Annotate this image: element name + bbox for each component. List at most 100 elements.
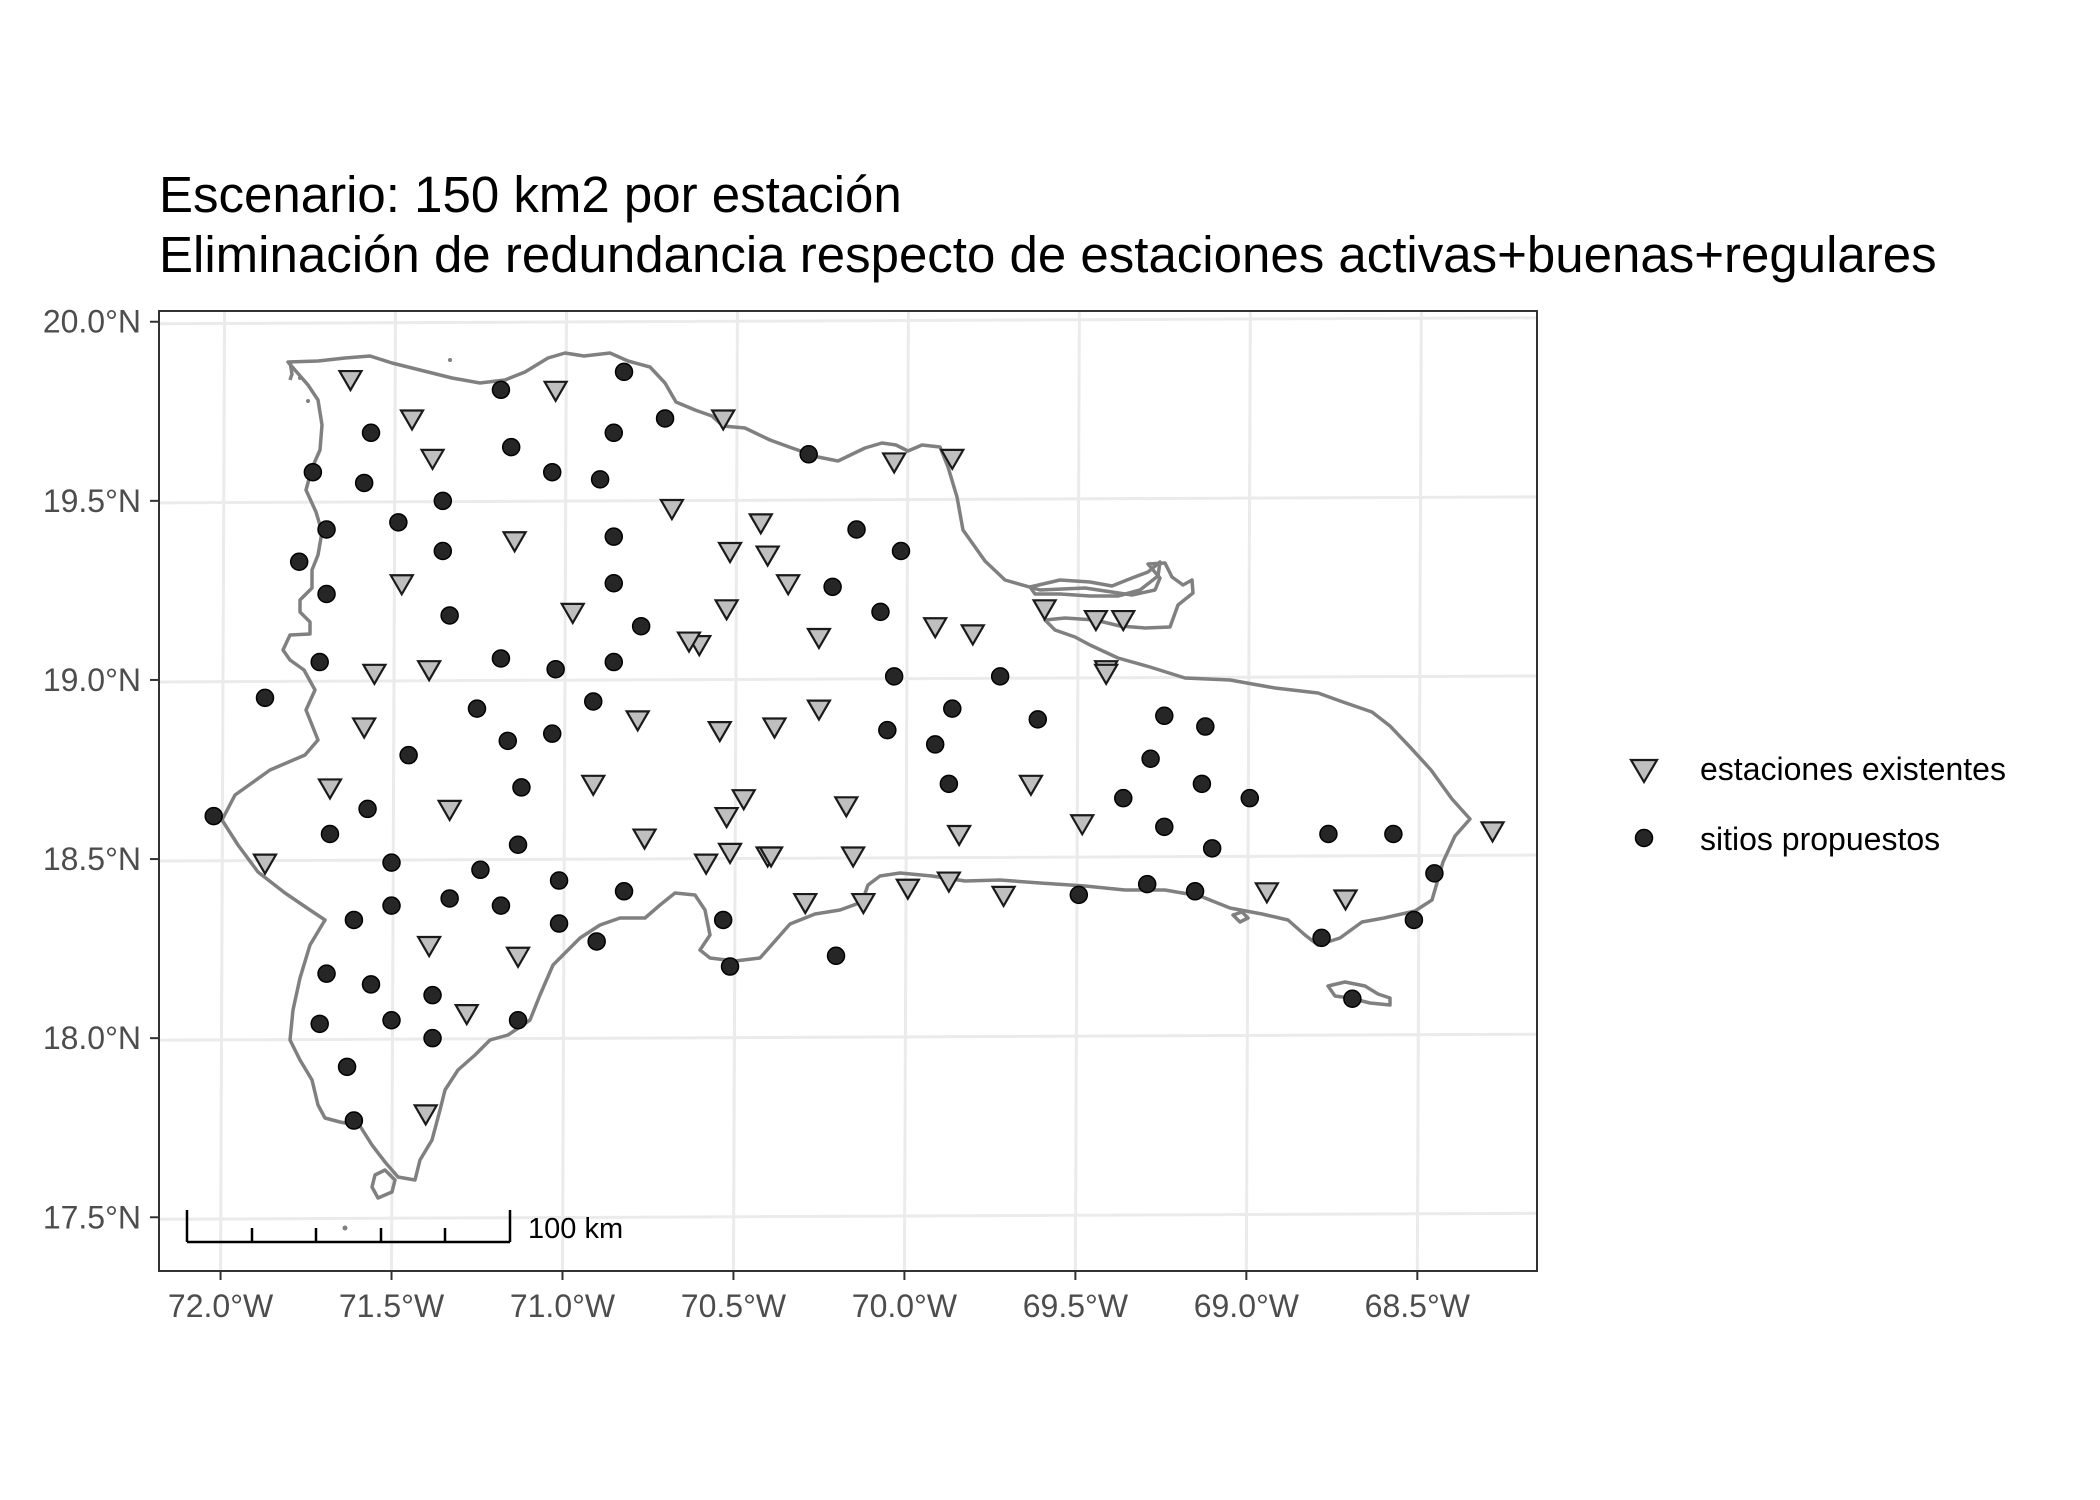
proposed-site-marker — [499, 732, 516, 749]
islet-marker — [306, 399, 310, 403]
scale-bar-label: 100 km — [528, 1213, 623, 1245]
x-tick-label: 68.5°W — [1365, 1288, 1471, 1324]
x-tick-label: 72.0°W — [168, 1288, 274, 1324]
monte-cristi-cays-coastline — [290, 362, 292, 380]
proposed-site-marker — [434, 543, 451, 560]
proposed-site-marker — [472, 861, 489, 878]
proposed-site-marker — [616, 883, 633, 900]
proposed-site-marker — [992, 668, 1009, 685]
proposed-site-marker — [318, 585, 335, 602]
proposed-site-marker — [291, 553, 308, 570]
plot-title-line-2: Eliminación de redundancia respecto de e… — [159, 226, 1937, 283]
proposed-site-marker — [424, 1030, 441, 1047]
proposed-site-marker — [1142, 750, 1159, 767]
proposed-site-marker — [940, 775, 957, 792]
legend-label-sitios: sitios propuestos — [1700, 821, 1940, 857]
proposed-site-marker — [441, 890, 458, 907]
proposed-site-marker — [356, 474, 373, 491]
proposed-site-marker — [390, 514, 407, 531]
y-tick-label: 19.0°N — [43, 662, 141, 698]
proposed-site-marker — [1241, 790, 1258, 807]
proposed-site-marker — [551, 872, 568, 889]
proposed-site-marker — [800, 446, 817, 463]
proposed-site-marker — [469, 700, 486, 717]
proposed-site-marker — [1426, 865, 1443, 882]
proposed-site-marker — [824, 578, 841, 595]
x-tick-label: 70.0°W — [852, 1288, 958, 1324]
proposed-site-marker — [1320, 825, 1337, 842]
proposed-site-marker — [1070, 886, 1087, 903]
islet-marker — [343, 1226, 348, 1231]
y-tick-label: 18.5°N — [43, 841, 141, 877]
x-tick-label: 71.0°W — [510, 1288, 616, 1324]
y-tick-label: 17.5°N — [43, 1199, 141, 1235]
proposed-site-marker — [1197, 718, 1214, 735]
proposed-site-marker — [828, 947, 845, 964]
proposed-site-marker — [345, 911, 362, 928]
proposed-site-marker — [544, 464, 561, 481]
proposed-site-marker — [547, 661, 564, 678]
proposed-site-marker — [434, 492, 451, 509]
proposed-site-marker — [605, 424, 622, 441]
proposed-site-marker — [359, 800, 376, 817]
proposed-site-marker — [363, 976, 380, 993]
proposed-site-marker — [1313, 929, 1330, 946]
proposed-site-marker — [1139, 876, 1156, 893]
proposed-site-marker — [311, 1015, 328, 1032]
proposed-site-marker — [510, 1012, 527, 1029]
proposed-site-marker — [257, 689, 274, 706]
proposed-site-marker — [1029, 711, 1046, 728]
proposed-site-marker — [441, 607, 458, 624]
proposed-site-marker — [872, 603, 889, 620]
proposed-site-marker — [492, 897, 509, 914]
proposed-site-marker — [1156, 818, 1173, 835]
proposed-site-marker — [318, 521, 335, 538]
proposed-site-marker — [510, 836, 527, 853]
proposed-site-marker — [893, 543, 910, 560]
proposed-site-marker — [345, 1112, 362, 1129]
x-tick-label: 69.5°W — [1023, 1288, 1129, 1324]
proposed-site-marker — [318, 965, 335, 982]
proposed-site-marker — [879, 722, 896, 739]
proposed-site-marker — [722, 958, 739, 975]
proposed-site-marker — [616, 363, 633, 380]
proposed-site-marker — [551, 915, 568, 932]
y-tick-label: 18.0°N — [43, 1020, 141, 1056]
proposed-site-marker — [1385, 825, 1402, 842]
proposed-site-marker — [383, 897, 400, 914]
proposed-site-marker — [1115, 790, 1132, 807]
proposed-site-marker — [492, 650, 509, 667]
proposed-site-marker — [886, 668, 903, 685]
y-tick-label: 20.0°N — [43, 304, 141, 340]
proposed-site-marker — [544, 725, 561, 742]
proposed-site-marker — [848, 521, 865, 538]
proposed-site-marker — [321, 825, 338, 842]
proposed-site-marker — [1204, 840, 1221, 857]
proposed-site-marker — [383, 854, 400, 871]
legend-filled-circle-icon — [1636, 830, 1653, 847]
islet-marker — [448, 358, 452, 362]
proposed-site-marker — [492, 381, 509, 398]
proposed-site-marker — [585, 693, 602, 710]
proposed-site-marker — [944, 700, 961, 717]
plot-title-line-1: Escenario: 150 km2 por estación — [159, 166, 902, 223]
proposed-site-marker — [588, 933, 605, 950]
proposed-site-marker — [605, 575, 622, 592]
proposed-site-marker — [339, 1058, 356, 1075]
proposed-site-marker — [424, 987, 441, 1004]
proposed-site-marker — [363, 424, 380, 441]
x-tick-label: 69.0°W — [1194, 1288, 1300, 1324]
proposed-site-marker — [1156, 707, 1173, 724]
proposed-site-marker — [715, 911, 732, 928]
proposed-site-marker — [657, 410, 674, 427]
proposed-site-marker — [1405, 911, 1422, 928]
proposed-site-marker — [605, 528, 622, 545]
x-tick-label: 70.5°W — [681, 1288, 787, 1324]
proposed-site-marker — [1344, 990, 1361, 1007]
y-tick-label: 19.5°N — [43, 483, 141, 519]
proposed-site-marker — [633, 618, 650, 635]
proposed-site-marker — [304, 464, 321, 481]
proposed-site-marker — [605, 654, 622, 671]
proposed-site-marker — [1193, 775, 1210, 792]
